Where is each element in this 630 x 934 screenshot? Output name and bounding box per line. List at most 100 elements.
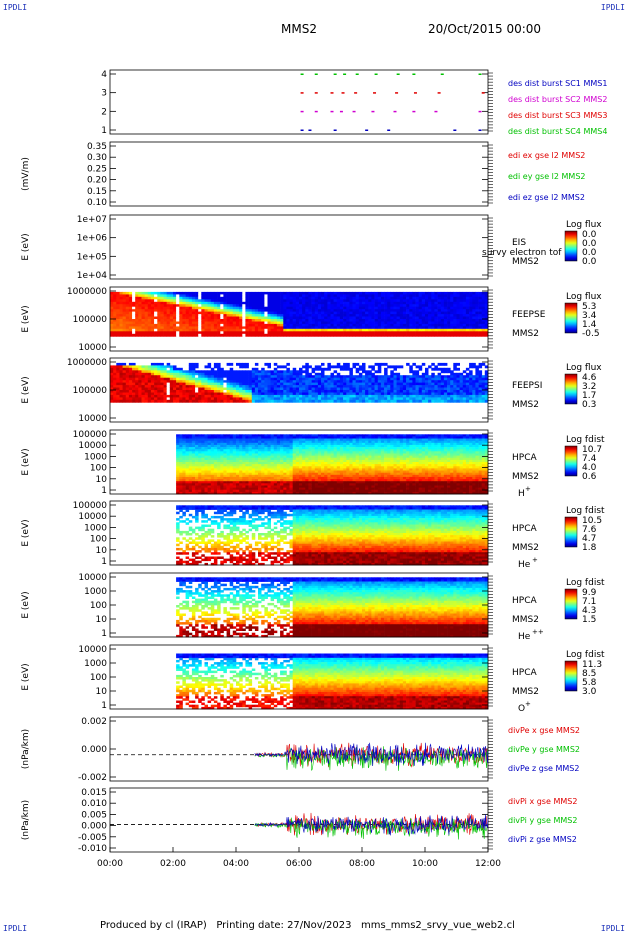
spectro-cell (116, 394, 120, 398)
spectro-cell (270, 296, 275, 300)
spectro-cell (163, 380, 168, 384)
spectro-cell (295, 392, 300, 396)
spectro-cell (135, 399, 139, 403)
spectro-cell (204, 466, 208, 469)
spectro-cell (223, 392, 227, 396)
spectro-cell (201, 296, 205, 300)
spectro-cell (251, 449, 256, 452)
spectro-cell (220, 377, 224, 381)
spectro-cell (431, 387, 435, 391)
spectro-cell (191, 387, 196, 391)
spectro-cell (286, 299, 290, 303)
spectro-cell (185, 291, 190, 295)
spectro-cell (368, 291, 372, 295)
spectro-cell (261, 470, 265, 473)
spectro-cell (380, 377, 385, 381)
spectro-cell (166, 382, 171, 386)
spectro-cell (191, 333, 196, 337)
spectro-cell (125, 333, 130, 337)
spectro-cell (248, 380, 253, 384)
spectro-cell (481, 323, 486, 327)
spectro-cell (264, 319, 268, 322)
spectro-cell (475, 304, 479, 308)
spectro-cell (150, 394, 155, 398)
spectro-cell (396, 309, 401, 313)
spectro-cell (270, 385, 275, 388)
y-axis-label: E (eV) (21, 305, 31, 332)
spectro-cell (377, 316, 382, 320)
spectro-cell (336, 385, 341, 388)
spectro-cell (113, 365, 117, 369)
spectro-cell (469, 301, 473, 305)
spectro-cell (236, 328, 240, 332)
spectro-cell (406, 304, 410, 308)
spectro-cell (157, 390, 161, 393)
spectro-cell (358, 333, 363, 337)
spectro-cell (327, 365, 331, 369)
spectro-cell (425, 399, 429, 403)
spectro-cell (374, 380, 379, 384)
spectro-cell (176, 476, 180, 480)
spectro-cell (264, 483, 268, 486)
spectro-cell (204, 451, 208, 454)
spectro-cell (195, 306, 199, 310)
spectro-cell (173, 294, 177, 298)
spectro-cell (223, 377, 227, 381)
spectro-cell (128, 304, 133, 308)
spectro-cell (465, 394, 470, 398)
spectro-cell (349, 323, 353, 327)
spectro-cell (270, 301, 275, 305)
spectro-cell (169, 294, 174, 298)
spectro-cell (223, 331, 227, 335)
spectro-cell (138, 301, 142, 305)
spectro-cell (425, 306, 429, 310)
spectro-cell (163, 291, 168, 295)
spectro-cell (248, 319, 253, 322)
spectro-cell (399, 328, 404, 332)
spectro-cell (176, 328, 180, 332)
spectro-cell (195, 362, 199, 366)
spectro-cell (116, 387, 120, 391)
spectro-cell (122, 394, 127, 398)
spectro-cell (355, 291, 360, 295)
spectro-cell (122, 367, 127, 371)
burst-marker (453, 129, 457, 131)
spectro-cell (308, 323, 312, 327)
spectro-cell (267, 365, 271, 369)
spectro-cell (141, 331, 145, 335)
spectro-cell (355, 299, 360, 303)
spectro-cell (302, 375, 306, 379)
spectro-cell (188, 296, 193, 300)
spectro-cell (302, 306, 306, 310)
spectro-cell (220, 397, 224, 401)
spectro-cell (128, 331, 133, 335)
spectro-cell (465, 382, 470, 386)
spectro-cell (182, 394, 186, 398)
spectro-cell (358, 326, 363, 330)
spectro-cell (273, 316, 278, 320)
spectro-cell (242, 328, 246, 332)
spectro-cell (119, 372, 123, 376)
spectro-cell (440, 321, 445, 325)
spectro-cell (465, 291, 470, 295)
spectro-cell (443, 301, 448, 305)
spectro-cell (390, 365, 394, 369)
spectro-cell (387, 365, 391, 369)
spectro-cell (305, 372, 309, 376)
spectro-cell (384, 304, 388, 308)
spectro-cell (333, 306, 338, 310)
spectro-cell (154, 385, 158, 388)
spectro-cell (198, 481, 202, 484)
spectro-cell (280, 296, 284, 300)
spectro-cell (406, 390, 410, 393)
spectro-cell (314, 385, 319, 388)
spectro-cell (365, 306, 369, 310)
spectro-cell (185, 481, 190, 484)
spectro-cell (418, 321, 423, 325)
spectro-cell (286, 309, 290, 313)
spectro-cell (188, 328, 193, 332)
spectro-cell (182, 483, 186, 486)
spectro-cell (239, 399, 243, 403)
spectro-cell (339, 306, 344, 310)
spectro-cell (469, 397, 473, 401)
